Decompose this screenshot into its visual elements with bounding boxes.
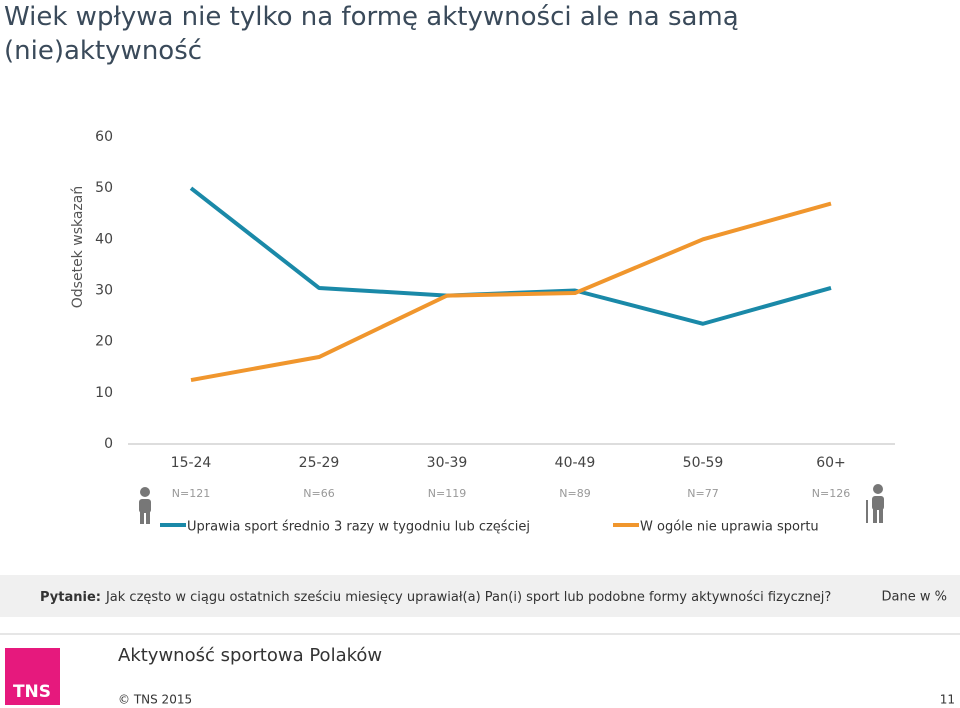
icon-old — [866, 484, 884, 523]
legend-label: Uprawia sport średnio 3 razy w tygodniu … — [187, 520, 530, 535]
series-line — [189, 186, 832, 326]
n-label: N=66 — [303, 487, 334, 500]
logo — [5, 648, 60, 705]
page-number: 11 — [940, 693, 955, 707]
logo-text: TNS — [13, 682, 51, 702]
y-tick-label: 20 — [95, 334, 113, 350]
x-tick-label: 30-39 — [427, 455, 468, 471]
x-tick-label: 25-29 — [299, 455, 340, 471]
x-tick-label: 50-59 — [683, 455, 724, 471]
y-tick-label: 60 — [95, 129, 113, 145]
x-tick-label: 60+ — [816, 455, 846, 471]
copyright: © TNS 2015 — [118, 693, 192, 707]
n-label: N=121 — [172, 487, 210, 500]
question-label: Pytanie: — [40, 590, 101, 605]
x-tick-label: 40-49 — [555, 455, 596, 471]
y-tick-label: 40 — [95, 231, 113, 247]
series-line — [190, 201, 832, 383]
x-tick-label: 15-24 — [171, 455, 212, 471]
y-tick-label: 0 — [104, 436, 113, 452]
n-label: N=126 — [812, 487, 850, 500]
title-box: Wiek wpływa nie tylko na formę aktywnośc… — [4, 2, 739, 66]
n-label: N=89 — [559, 487, 590, 500]
n-label: N=77 — [687, 487, 718, 500]
question-band — [0, 575, 960, 617]
y-tick-label: 30 — [95, 283, 113, 299]
y-axis-title: Odsetek wskazań — [70, 186, 86, 308]
legend-label: W ogóle nie uprawia sportu — [640, 520, 819, 535]
icon-young — [139, 487, 151, 524]
question: Pytanie: Jak często w ciągu ostatnich sze… — [40, 590, 831, 605]
y-tick-label: 50 — [95, 180, 113, 196]
y-tick-label: 10 — [95, 385, 113, 401]
question-text: Jak często w ciągu ostatnich sześciu mie… — [105, 590, 831, 605]
n-label: N=119 — [428, 487, 466, 500]
data-note: Dane w % — [882, 590, 947, 605]
footer-title: Aktywność sportowa Polaków — [118, 645, 382, 666]
chart-title: Wiek wpływa nie tylko na formę aktywnośc… — [4, 2, 739, 66]
